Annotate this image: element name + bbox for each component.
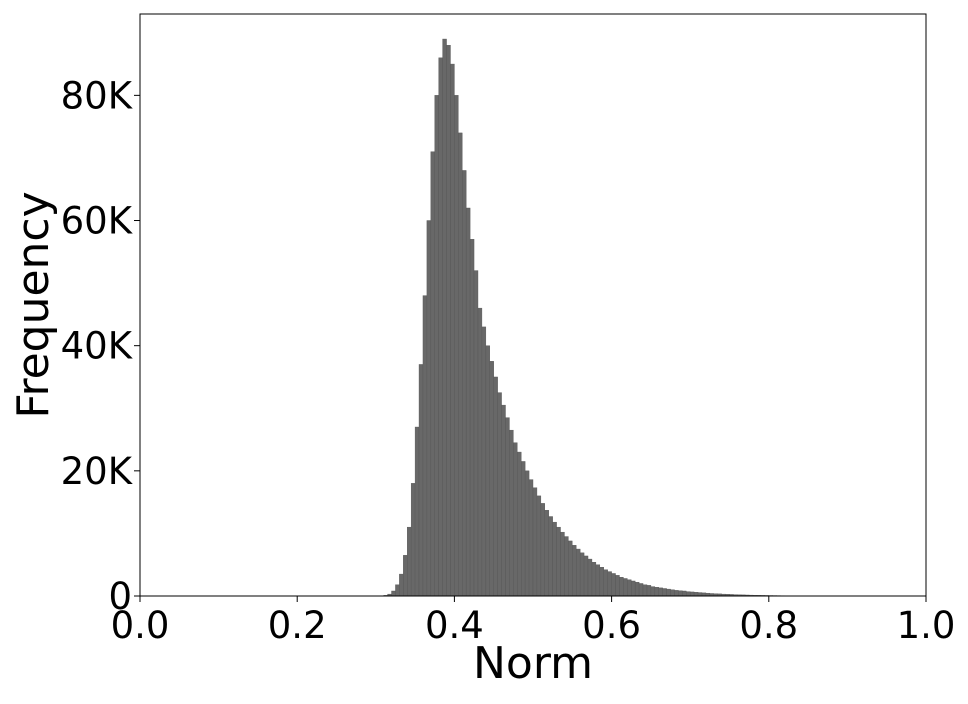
histogram-bar xyxy=(647,585,651,596)
histogram-bar xyxy=(431,152,435,596)
histogram-bar xyxy=(486,346,490,596)
histogram-bar xyxy=(686,592,690,596)
histogram-bar xyxy=(694,592,698,596)
histogram-bar xyxy=(674,590,678,596)
y-tick-label: 20K xyxy=(61,450,134,493)
histogram-bar xyxy=(450,64,454,596)
histogram-bar xyxy=(454,95,458,596)
histogram-bar xyxy=(655,587,659,596)
histogram-bar xyxy=(663,588,667,596)
histogram-bar xyxy=(474,271,478,596)
histogram-bar xyxy=(623,578,627,596)
histogram-bar xyxy=(415,427,419,596)
histogram-bar xyxy=(608,572,612,596)
histogram-bar xyxy=(529,480,533,596)
histogram-bar xyxy=(494,377,498,596)
histogram-bar xyxy=(517,452,521,596)
histogram-bar xyxy=(588,559,592,596)
y-tick-label: 80K xyxy=(61,74,134,117)
histogram-bar xyxy=(600,567,604,596)
x-tick-label: 0.6 xyxy=(582,604,641,647)
histogram-bar xyxy=(411,483,415,596)
histogram-bar xyxy=(561,532,565,596)
histogram-bar xyxy=(403,555,407,596)
histogram-bar xyxy=(513,443,517,596)
histogram-bar xyxy=(604,570,608,596)
histogram-bar xyxy=(498,393,502,596)
y-tick-label: 40K xyxy=(61,325,134,368)
histogram-bar xyxy=(399,574,403,596)
y-tick-label: 60K xyxy=(61,200,134,243)
histogram-bar xyxy=(490,361,494,596)
histogram-bar xyxy=(545,510,549,596)
histogram-bar xyxy=(395,585,399,596)
histogram-bar xyxy=(435,95,439,596)
histogram-bar xyxy=(667,589,671,596)
histogram-bar xyxy=(580,553,584,596)
histogram-bar xyxy=(427,221,431,596)
x-tick-label: 0.4 xyxy=(425,604,484,647)
histogram-bar xyxy=(639,583,643,596)
histogram-bar xyxy=(462,170,466,596)
histogram-bar xyxy=(557,527,561,596)
x-axis-label: Norm xyxy=(473,638,593,689)
histogram-bar xyxy=(690,592,694,596)
y-axis-label: Frequency xyxy=(8,191,59,418)
histogram-bar xyxy=(392,591,396,596)
histogram-bar xyxy=(682,591,686,596)
histogram-bar xyxy=(651,587,655,596)
histogram-bar xyxy=(671,590,675,596)
histogram-bar xyxy=(568,541,572,596)
histogram-bar xyxy=(443,39,447,596)
histogram-bar xyxy=(541,503,545,596)
histogram-bar xyxy=(619,577,623,596)
histogram-bar xyxy=(635,582,639,596)
histogram-bar xyxy=(502,405,506,596)
histogram-bar xyxy=(612,573,616,596)
histogram-bar xyxy=(537,496,541,596)
histogram-bar xyxy=(509,430,513,596)
histogram-bar xyxy=(419,364,423,596)
histogram-bar xyxy=(470,239,474,596)
histogram-bar xyxy=(505,418,509,596)
histogram-bar xyxy=(478,308,482,596)
histogram-bar xyxy=(596,565,600,596)
histogram-bar xyxy=(533,488,537,596)
x-tick-label: 0.2 xyxy=(268,604,327,647)
y-tick-label: 0 xyxy=(108,575,132,618)
histogram-bar xyxy=(627,580,631,596)
histogram-bar xyxy=(423,296,427,596)
histogram-bar xyxy=(643,585,647,596)
histogram-bar xyxy=(549,517,553,596)
histogram-bar xyxy=(553,522,557,596)
histogram-bar xyxy=(576,549,580,596)
histogram-bar xyxy=(592,562,596,596)
histogram-bar xyxy=(564,537,568,596)
histogram-bar xyxy=(521,461,525,596)
histogram-bar xyxy=(659,588,663,596)
x-tick-label: 1.0 xyxy=(897,604,956,647)
histogram-bar xyxy=(466,208,470,596)
histogram-bar xyxy=(698,593,702,596)
histogram-bar xyxy=(616,575,620,596)
histogram-bar xyxy=(447,45,451,596)
histogram-bar xyxy=(525,471,529,596)
histogram-bar xyxy=(572,545,576,596)
x-tick-label: 0.8 xyxy=(739,604,798,647)
histogram-bar xyxy=(482,327,486,596)
histogram-bar xyxy=(407,527,411,596)
histogram-bar xyxy=(584,556,588,596)
histogram-bar xyxy=(439,58,443,596)
histogram-bar xyxy=(458,133,462,596)
histogram-bar xyxy=(678,591,682,596)
histogram-bar xyxy=(631,581,635,596)
